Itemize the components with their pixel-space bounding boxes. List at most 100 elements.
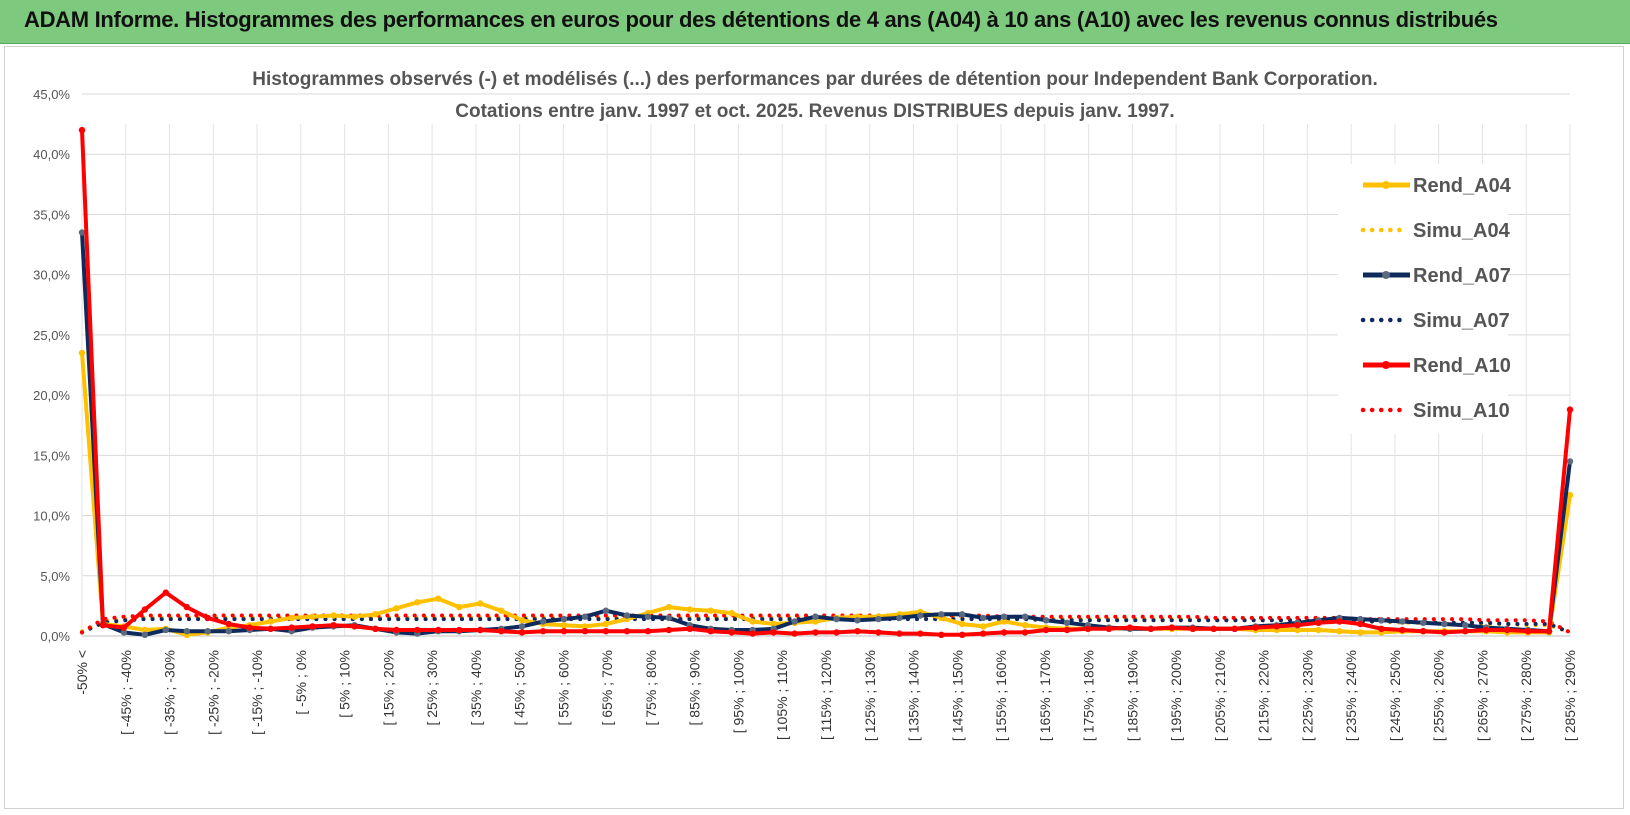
legend-background xyxy=(1338,164,1508,434)
x-tick-label: [ -5% ; 0% xyxy=(293,650,309,715)
chart-title-line-2: Cotations entre janv. 1997 et oct. 2025.… xyxy=(455,101,1174,122)
x-tick-label: [ 125% ; 130% xyxy=(862,650,878,741)
series-point-Rend_A07 xyxy=(1021,613,1029,620)
series-point-Rend_A10 xyxy=(1294,622,1301,629)
series-point-Rend_A10 xyxy=(707,628,714,635)
series-point-Rend_A10 xyxy=(1545,628,1553,635)
y-tick-label: 0,0% xyxy=(40,629,70,644)
series-point-Rend_A04 xyxy=(309,613,316,620)
series-point-Rend_A04 xyxy=(288,614,295,622)
series-point-Rend_A07 xyxy=(623,612,631,619)
series-point-Rend_A04 xyxy=(665,603,672,611)
series-lines xyxy=(78,126,1574,638)
series-point-Rend_A04 xyxy=(749,618,756,625)
series-point-Rend_A10 xyxy=(1063,626,1071,634)
series-point-Rend_A10 xyxy=(728,629,735,636)
series-point-Rend_A07 xyxy=(1042,617,1050,624)
series-point-Rend_A07 xyxy=(518,623,526,630)
series-point-Rend_A04 xyxy=(1336,628,1343,635)
series-point-Rend_A10 xyxy=(1000,629,1008,636)
x-tick-label: [ 245% ; 250% xyxy=(1387,650,1403,741)
legend: Rend_A04 Simu_A04 Rend_A07 Simu_A07 Rend_A10… xyxy=(1338,164,1512,434)
series-point-Rend_A10 xyxy=(1210,625,1217,632)
series-point-Rend_A04 xyxy=(1357,629,1364,636)
series-point-Rend_A10 xyxy=(854,628,861,635)
series-point-Rend_A10 xyxy=(78,126,86,134)
series-point-Rend_A04 xyxy=(602,620,610,628)
series-point-Rend_A10 xyxy=(120,624,128,631)
series-point-Rend_A10 xyxy=(1105,625,1113,632)
series-point-Rend_A10 xyxy=(246,624,253,631)
series-point-Rend_A10 xyxy=(351,623,358,630)
x-tick-label: [ 215% ; 220% xyxy=(1256,650,1272,741)
series-point-Rend_A10 xyxy=(959,631,966,638)
series-point-Rend_A10 xyxy=(1483,626,1490,634)
series-point-Rend_A07 xyxy=(1566,458,1574,465)
series-point-Rend_A10 xyxy=(518,629,526,636)
series-point-Rend_A04 xyxy=(456,603,463,611)
series-point-Rend_A10 xyxy=(1378,625,1385,632)
series-point-Rend_A10 xyxy=(162,589,169,596)
series-point-Rend_A10 xyxy=(644,628,652,635)
x-tick-label: [ 85% ; 90% xyxy=(687,650,703,726)
legend-label: Rend_A07 xyxy=(1413,265,1511,287)
series-point-Rend_A07 xyxy=(812,613,819,620)
series-point-Rend_A07 xyxy=(875,615,882,623)
series-point-Rend_A04 xyxy=(498,607,505,614)
series-point-Rend_A10 xyxy=(1357,620,1364,628)
series-point-Rend_A10 xyxy=(812,629,819,636)
y-tick-label: 40,0% xyxy=(33,147,70,162)
series-point-Rend_A04 xyxy=(1000,618,1008,625)
series-point-Rend_A10 xyxy=(267,625,274,632)
x-tick-label: [ 185% ; 190% xyxy=(1124,650,1140,741)
y-tick-label: 45,0% xyxy=(33,87,70,102)
series-point-Rend_A10 xyxy=(938,631,945,638)
series-point-Rend_A04 xyxy=(560,622,568,629)
series-point-Rend_A07 xyxy=(78,229,86,236)
x-tick-label: [ 25% ; 30% xyxy=(424,650,440,726)
series-point-Rend_A04 xyxy=(1315,626,1322,634)
series-point-Rend_A04 xyxy=(1294,626,1301,634)
series-point-Rend_A10 xyxy=(99,622,107,629)
y-axis-ticks: 0,0% 5,0% 10,0% 15,0% 20,0% 25,0% 30,0% 35,0% 40… xyxy=(33,87,70,644)
series-point-Rend_A10 xyxy=(1524,628,1532,635)
series-point-Rend_A10 xyxy=(372,625,379,632)
series-point-Rend_A04 xyxy=(267,618,274,625)
series-point-Rend_A10 xyxy=(393,626,400,634)
x-tick-label: [ 15% ; 20% xyxy=(380,650,396,726)
series-point-Rend_A07 xyxy=(225,628,232,635)
y-tick-label: 20,0% xyxy=(33,388,70,403)
x-tick-label: [ 165% ; 170% xyxy=(1037,650,1053,741)
series-point-Rend_A10 xyxy=(183,603,190,611)
x-axis-ticks: -50% < [ -45% ; -40% [ -35% ; -30% [ -25% ;… xyxy=(74,650,1578,741)
series-point-Rend_A10 xyxy=(1566,406,1574,413)
y-tick-label: 10,0% xyxy=(33,509,70,524)
x-tick-label: [ 195% ; 200% xyxy=(1168,650,1184,741)
x-tick-label: [ 265% ; 270% xyxy=(1474,650,1490,741)
series-point-Rend_A10 xyxy=(749,630,756,637)
x-tick-label: [ 35% ; 40% xyxy=(468,650,484,726)
series-point-Rend_A10 xyxy=(896,630,903,637)
series-point-Rend_A07 xyxy=(1399,618,1406,625)
x-tick-label: [ 5% ; 10% xyxy=(337,650,353,718)
series-point-Rend_A10 xyxy=(1399,626,1406,634)
series-point-Rend_A10 xyxy=(414,626,421,634)
series-point-Rend_A07 xyxy=(833,615,840,623)
x-tick-label: [ 205% ; 210% xyxy=(1212,650,1228,741)
series-point-Rend_A07 xyxy=(1000,613,1008,620)
series-point-Rend_A04 xyxy=(414,599,421,606)
series-point-Rend_A10 xyxy=(917,630,924,637)
series-point-Rend_A10 xyxy=(1462,628,1469,635)
series-point-Rend_A10 xyxy=(980,630,987,637)
series-point-Rend_A04 xyxy=(330,612,337,619)
series-point-Rend_A07 xyxy=(1063,619,1071,626)
legend-marker xyxy=(1382,271,1390,279)
series-point-Rend_A07 xyxy=(1441,620,1448,628)
series-point-Rend_A10 xyxy=(1021,629,1029,636)
series-point-Rend_A04 xyxy=(393,605,400,612)
series-point-Rend_A10 xyxy=(560,628,568,635)
x-tick-label: [ 175% ; 180% xyxy=(1081,650,1097,741)
series-point-Rend_A07 xyxy=(162,626,169,634)
series-point-Rend_A10 xyxy=(770,629,777,636)
